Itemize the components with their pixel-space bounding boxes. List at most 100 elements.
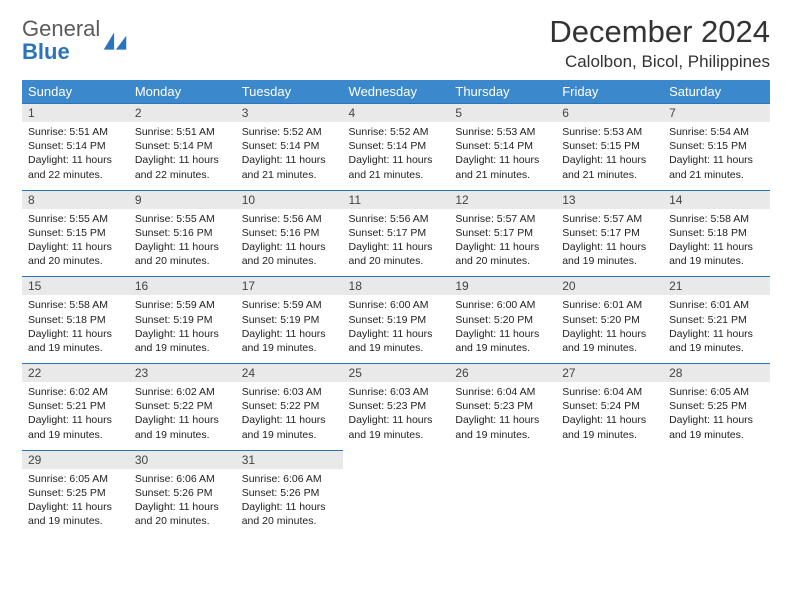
location-text: Calolbon, Bicol, Philippines — [549, 52, 770, 72]
sunrise-text: Sunrise: 6:06 AM — [135, 472, 230, 486]
sunrise-text: Sunrise: 5:55 AM — [135, 212, 230, 226]
day-number: 16 — [129, 277, 236, 295]
sunset-text: Sunset: 5:21 PM — [28, 399, 123, 413]
sunrise-text: Sunrise: 5:59 AM — [135, 298, 230, 312]
daylight-text: Daylight: 11 hours and 20 minutes. — [135, 500, 230, 528]
sunrise-text: Sunrise: 6:00 AM — [349, 298, 444, 312]
day-number: 20 — [556, 277, 663, 295]
sunrise-text: Sunrise: 6:05 AM — [28, 472, 123, 486]
day-details: Sunrise: 5:52 AMSunset: 5:14 PMDaylight:… — [343, 122, 450, 190]
daylight-text: Daylight: 11 hours and 21 minutes. — [562, 153, 657, 181]
sunset-text: Sunset: 5:25 PM — [28, 486, 123, 500]
calendar-day-cell: 10Sunrise: 5:56 AMSunset: 5:16 PMDayligh… — [236, 190, 343, 277]
daylight-text: Daylight: 11 hours and 19 minutes. — [455, 413, 550, 441]
calendar-day-cell: 31Sunrise: 6:06 AMSunset: 5:26 PMDayligh… — [236, 450, 343, 536]
day-number: 15 — [22, 277, 129, 295]
sunset-text: Sunset: 5:16 PM — [135, 226, 230, 240]
sunrise-text: Sunrise: 5:57 AM — [562, 212, 657, 226]
calendar-day-cell: 12Sunrise: 5:57 AMSunset: 5:17 PMDayligh… — [449, 190, 556, 277]
daylight-text: Daylight: 11 hours and 19 minutes. — [669, 413, 764, 441]
day-details: Sunrise: 5:57 AMSunset: 5:17 PMDaylight:… — [449, 209, 556, 277]
title-block: December 2024 Calolbon, Bicol, Philippin… — [549, 14, 770, 72]
daylight-text: Daylight: 11 hours and 19 minutes. — [135, 327, 230, 355]
sunset-text: Sunset: 5:14 PM — [28, 139, 123, 153]
daylight-text: Daylight: 11 hours and 20 minutes. — [28, 240, 123, 268]
day-number: 21 — [663, 277, 770, 295]
logo-word-2: Blue — [22, 39, 70, 64]
sunset-text: Sunset: 5:26 PM — [135, 486, 230, 500]
sunset-text: Sunset: 5:20 PM — [562, 313, 657, 327]
sunset-text: Sunset: 5:21 PM — [669, 313, 764, 327]
daylight-text: Daylight: 11 hours and 21 minutes. — [455, 153, 550, 181]
calendar-week-row: 1Sunrise: 5:51 AMSunset: 5:14 PMDaylight… — [22, 104, 770, 191]
sunrise-text: Sunrise: 5:51 AM — [135, 125, 230, 139]
sunrise-text: Sunrise: 5:52 AM — [349, 125, 444, 139]
calendar-day-cell: .. — [556, 450, 663, 536]
sunset-text: Sunset: 5:15 PM — [669, 139, 764, 153]
day-number: 19 — [449, 277, 556, 295]
daylight-text: Daylight: 11 hours and 19 minutes. — [28, 413, 123, 441]
day-details: Sunrise: 6:06 AMSunset: 5:26 PMDaylight:… — [129, 469, 236, 537]
daylight-text: Daylight: 11 hours and 20 minutes. — [242, 240, 337, 268]
day-details: Sunrise: 6:00 AMSunset: 5:19 PMDaylight:… — [343, 295, 450, 363]
sunset-text: Sunset: 5:25 PM — [669, 399, 764, 413]
sunset-text: Sunset: 5:18 PM — [669, 226, 764, 240]
daylight-text: Daylight: 11 hours and 19 minutes. — [669, 327, 764, 355]
sunrise-text: Sunrise: 5:59 AM — [242, 298, 337, 312]
daylight-text: Daylight: 11 hours and 21 minutes. — [669, 153, 764, 181]
sunrise-text: Sunrise: 5:56 AM — [349, 212, 444, 226]
sunrise-text: Sunrise: 6:05 AM — [669, 385, 764, 399]
day-number: 27 — [556, 364, 663, 382]
calendar-day-cell: 16Sunrise: 5:59 AMSunset: 5:19 PMDayligh… — [129, 277, 236, 364]
calendar-day-cell: 7 Sunrise: 5:54 AMSunset: 5:15 PMDaylight… — [663, 104, 770, 191]
day-number: 14 — [663, 191, 770, 209]
daylight-text: Daylight: 11 hours and 19 minutes. — [349, 413, 444, 441]
daylight-text: Daylight: 11 hours and 19 minutes. — [28, 327, 123, 355]
calendar-day-cell: 29Sunrise: 6:05 AMSunset: 5:25 PMDayligh… — [22, 450, 129, 536]
daylight-text: Daylight: 11 hours and 20 minutes. — [135, 240, 230, 268]
sunset-text: Sunset: 5:22 PM — [242, 399, 337, 413]
day-details: Sunrise: 5:53 AMSunset: 5:14 PMDaylight:… — [449, 122, 556, 190]
day-details: Sunrise: 6:05 AMSunset: 5:25 PMDaylight:… — [663, 382, 770, 450]
calendar-day-cell: 24Sunrise: 6:03 AMSunset: 5:22 PMDayligh… — [236, 364, 343, 451]
day-number: 7 — [663, 104, 770, 122]
weekday-header: Saturday — [663, 80, 770, 104]
day-number: 31 — [236, 451, 343, 469]
daylight-text: Daylight: 11 hours and 20 minutes. — [349, 240, 444, 268]
day-details: Sunrise: 6:02 AMSunset: 5:21 PMDaylight:… — [22, 382, 129, 450]
calendar-day-cell: 14Sunrise: 5:58 AMSunset: 5:18 PMDayligh… — [663, 190, 770, 277]
day-details: Sunrise: 5:51 AMSunset: 5:14 PMDaylight:… — [22, 122, 129, 190]
sunset-text: Sunset: 5:17 PM — [562, 226, 657, 240]
sunrise-text: Sunrise: 5:53 AM — [455, 125, 550, 139]
calendar-day-cell: 4Sunrise: 5:52 AMSunset: 5:14 PMDaylight… — [343, 104, 450, 191]
day-details: Sunrise: 6:02 AMSunset: 5:22 PMDaylight:… — [129, 382, 236, 450]
sunrise-text: Sunrise: 6:01 AM — [669, 298, 764, 312]
daylight-text: Daylight: 11 hours and 21 minutes. — [242, 153, 337, 181]
day-number: 5 — [449, 104, 556, 122]
day-details: Sunrise: 6:01 AMSunset: 5:20 PMDaylight:… — [556, 295, 663, 363]
sunset-text: Sunset: 5:14 PM — [135, 139, 230, 153]
day-number: 22 — [22, 364, 129, 382]
day-details: Sunrise: 6:03 AMSunset: 5:23 PMDaylight:… — [343, 382, 450, 450]
sunrise-text: Sunrise: 5:54 AM — [669, 125, 764, 139]
day-number: 24 — [236, 364, 343, 382]
day-details: Sunrise: 6:04 AMSunset: 5:24 PMDaylight:… — [556, 382, 663, 450]
weekday-header: Tuesday — [236, 80, 343, 104]
calendar-header-row: SundayMondayTuesdayWednesdayThursdayFrid… — [22, 80, 770, 104]
day-number: 29 — [22, 451, 129, 469]
header: General Blue December 2024 Calolbon, Bic… — [22, 14, 770, 72]
day-number: 3 — [236, 104, 343, 122]
day-number: 4 — [343, 104, 450, 122]
day-number: 13 — [556, 191, 663, 209]
weekday-header: Monday — [129, 80, 236, 104]
sunset-text: Sunset: 5:14 PM — [455, 139, 550, 153]
daylight-text: Daylight: 11 hours and 21 minutes. — [349, 153, 444, 181]
calendar-day-cell: 1Sunrise: 5:51 AMSunset: 5:14 PMDaylight… — [22, 104, 129, 191]
sunrise-text: Sunrise: 5:58 AM — [669, 212, 764, 226]
sunset-text: Sunset: 5:23 PM — [455, 399, 550, 413]
logo-word-1: General — [22, 16, 100, 41]
sunrise-text: Sunrise: 5:57 AM — [455, 212, 550, 226]
day-details: Sunrise: 5:51 AMSunset: 5:14 PMDaylight:… — [129, 122, 236, 190]
day-details: Sunrise: 5:55 AMSunset: 5:15 PMDaylight:… — [22, 209, 129, 277]
sunrise-text: Sunrise: 6:01 AM — [562, 298, 657, 312]
